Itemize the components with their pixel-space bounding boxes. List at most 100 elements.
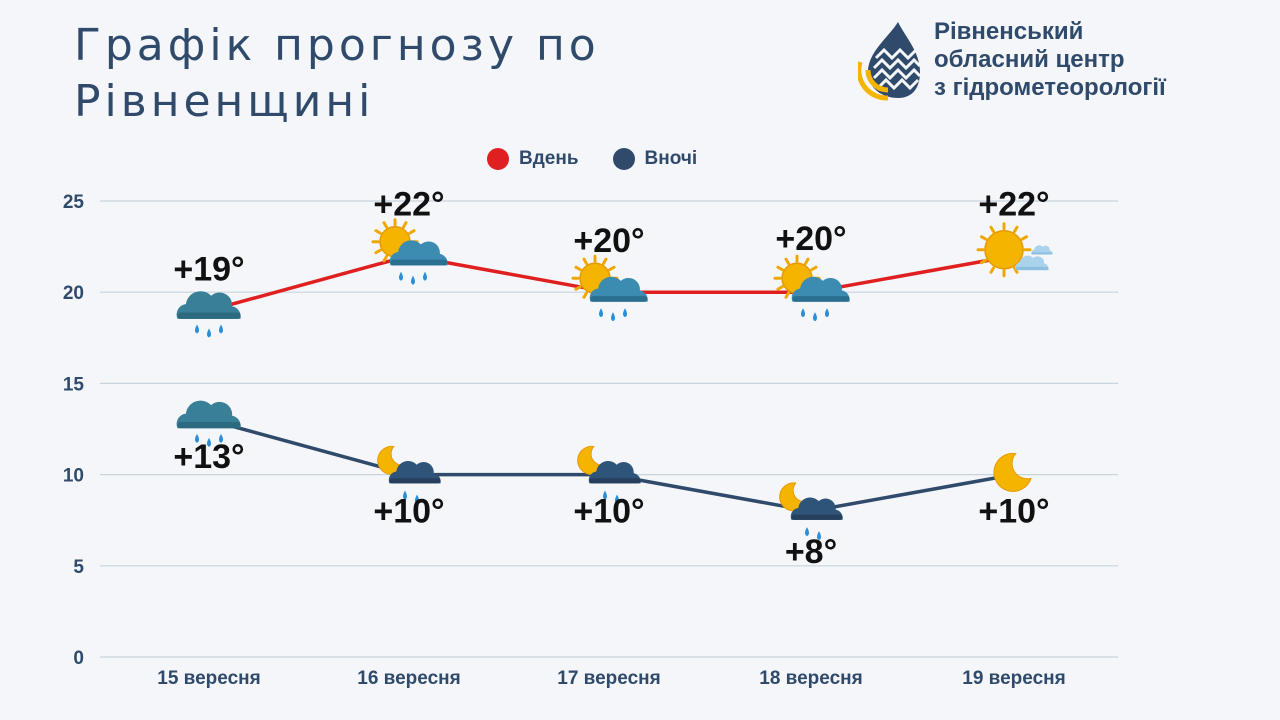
cloud-shade	[177, 312, 241, 319]
cloud-body	[1031, 245, 1053, 255]
sun-rays	[976, 222, 1032, 278]
cloud-body	[790, 497, 843, 520]
rain-drop	[423, 271, 427, 281]
legend-item-night: Вночі	[612, 148, 698, 170]
rain-drop	[207, 437, 211, 447]
title-line-2: Рівненщині	[74, 76, 375, 127]
moon-shape	[993, 452, 1032, 492]
organization-name: Рівненський обласний центр з гідрометеор…	[934, 18, 1166, 102]
day-value-label: +19°	[173, 250, 244, 288]
sun-ray	[1020, 235, 1029, 241]
sun-ray	[402, 221, 408, 229]
rain-drop	[611, 312, 615, 322]
sun-ray	[582, 257, 588, 265]
sun-ray	[810, 265, 818, 272]
page-title: Графік прогнозу по Рівненщині	[74, 18, 600, 130]
sun-ray	[776, 285, 784, 291]
day-value-label: +22°	[373, 186, 444, 224]
x-tick-label: 15 вересня	[157, 668, 260, 689]
moon-cloud-rain-icon	[377, 445, 441, 504]
legend-day-marker	[487, 148, 509, 170]
y-tick-label: 25	[63, 192, 85, 213]
legend-night-marker	[612, 148, 635, 170]
cloud-shade	[1015, 266, 1049, 271]
rain-drop	[623, 308, 627, 318]
sun-ray	[374, 229, 382, 235]
sun-ray	[574, 285, 582, 291]
x-tick-label: 18 вересня	[759, 668, 862, 689]
rain-drop	[615, 494, 619, 504]
sun-cloud-rain-icon	[571, 254, 648, 322]
cloud-body	[388, 461, 441, 484]
cloud-body	[588, 461, 641, 484]
cloud-shade	[1031, 252, 1053, 255]
y-tick-label: 0	[73, 648, 84, 669]
water-drop-logo-icon	[858, 22, 922, 101]
chart-legend: Вдень Вночі	[487, 146, 731, 172]
rain-drop	[801, 308, 805, 318]
cloud-shade	[389, 478, 441, 484]
day-value-label: +22°	[978, 186, 1049, 224]
cloud-body	[791, 276, 850, 302]
rain-cloud-icon	[176, 400, 241, 447]
sun-ray	[608, 265, 616, 272]
cloud-shade	[589, 478, 641, 484]
sun-ray	[979, 258, 988, 265]
sun-cloud-rain-icon	[371, 218, 448, 285]
rain-drop	[599, 308, 603, 318]
x-tick-label: 19 вересня	[962, 668, 1065, 689]
cloud-shade	[590, 296, 648, 302]
sun-ray	[784, 291, 790, 299]
x-tick-label: 16 вересня	[357, 668, 460, 689]
sun-ray	[574, 265, 582, 272]
day-value-label: +20°	[775, 220, 846, 258]
legend-item-day: Вдень	[487, 148, 579, 170]
cloud-shade	[390, 259, 448, 266]
sun-ray	[776, 265, 784, 272]
day-value-label: +20°	[573, 222, 644, 260]
rain-drop	[411, 275, 415, 285]
moon-icon	[993, 452, 1032, 492]
legend-night-label: Вночі	[644, 148, 698, 169]
cloud-body	[176, 291, 241, 319]
cloud-body	[389, 240, 448, 266]
y-tick-label: 5	[73, 557, 84, 578]
y-tick-label: 10	[63, 466, 84, 487]
sun-ray	[989, 266, 995, 274]
cloud-shade	[791, 514, 843, 520]
rain-drop	[207, 328, 211, 338]
night-value-label: +13°	[173, 438, 244, 476]
cloud-shade	[792, 296, 850, 302]
sun-cloud-icon	[976, 222, 1053, 278]
rain-cloud-icon	[176, 291, 241, 338]
rain-drop	[415, 494, 419, 504]
sun-ray	[382, 221, 388, 229]
sun-ray	[1013, 225, 1019, 234]
rain-drop	[603, 490, 607, 500]
sun-cloud-rain-icon	[773, 254, 850, 322]
rain-drop	[813, 312, 817, 322]
night-value-label: +10°	[373, 493, 444, 531]
sun-ray	[602, 257, 608, 265]
sun-ray	[784, 257, 790, 265]
rain-drop	[195, 433, 199, 443]
x-tick-label: 17 вересня	[557, 668, 660, 689]
sun-ray	[989, 225, 995, 234]
title-line-1: Графік прогнозу по	[74, 20, 600, 71]
org-line-1: Рівненський	[934, 18, 1084, 45]
sun-ray	[408, 229, 416, 235]
rain-drop	[219, 324, 223, 334]
moon-cloud-rain-icon	[577, 445, 641, 504]
rain-drop	[805, 527, 809, 537]
night-value-label: +10°	[573, 493, 644, 531]
cloud-body	[589, 276, 648, 302]
sun-ray	[382, 254, 388, 263]
night-value-label: +8°	[785, 533, 837, 571]
legend-day-label: Вдень	[519, 148, 579, 169]
sun-disc	[984, 229, 1024, 270]
rain-drop	[825, 308, 829, 318]
rain-drop	[817, 531, 821, 541]
night-value-label: +10°	[978, 493, 1049, 531]
sun-ray	[979, 235, 988, 241]
